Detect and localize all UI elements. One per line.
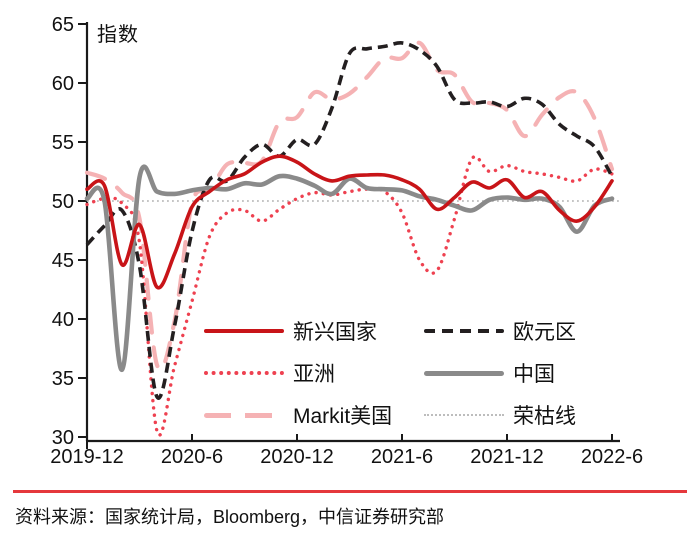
series-line-亚洲 [85,155,614,437]
y-tick-label: 35 [52,368,74,390]
y-tick-label: 45 [52,250,74,272]
source-note: 资料来源：国家统计局，Bloomberg，中信证券研究部 [15,507,445,527]
y-tick-label: 50 [52,191,74,213]
series-line-新兴国家 [85,154,614,290]
x-tick-label: 2021-6 [371,446,433,468]
x-tick-label: 2021-12 [470,446,543,468]
series-line-Markit美国 [84,40,615,372]
pmi-chart: 30 35 40 45 50 55 60 65 2019-12 2020-6 2020-12 2021… [50,14,643,468]
x-tick-label: 2020-12 [260,446,333,468]
y-tick-label: 60 [52,73,74,95]
y-tick-label: 40 [52,309,74,331]
x-tick-label: 2022-6 [581,446,643,468]
y-tick-label: 30 [52,427,74,449]
y-tick-label: 65 [52,14,74,36]
series-line-欧元区 [85,41,614,400]
x-tick-label: 2019-12 [50,446,123,468]
red-divider-rule [13,490,687,493]
y-tick-label: 55 [52,132,74,154]
series-line-中国 [84,164,615,373]
y-axis-unit-label: 指数 [97,24,139,46]
x-tick-label: 2020-6 [161,446,223,468]
chart-canvas: 30 35 40 45 50 55 60 65 2019-12 2020-6 2020-12 2021… [50,14,643,468]
